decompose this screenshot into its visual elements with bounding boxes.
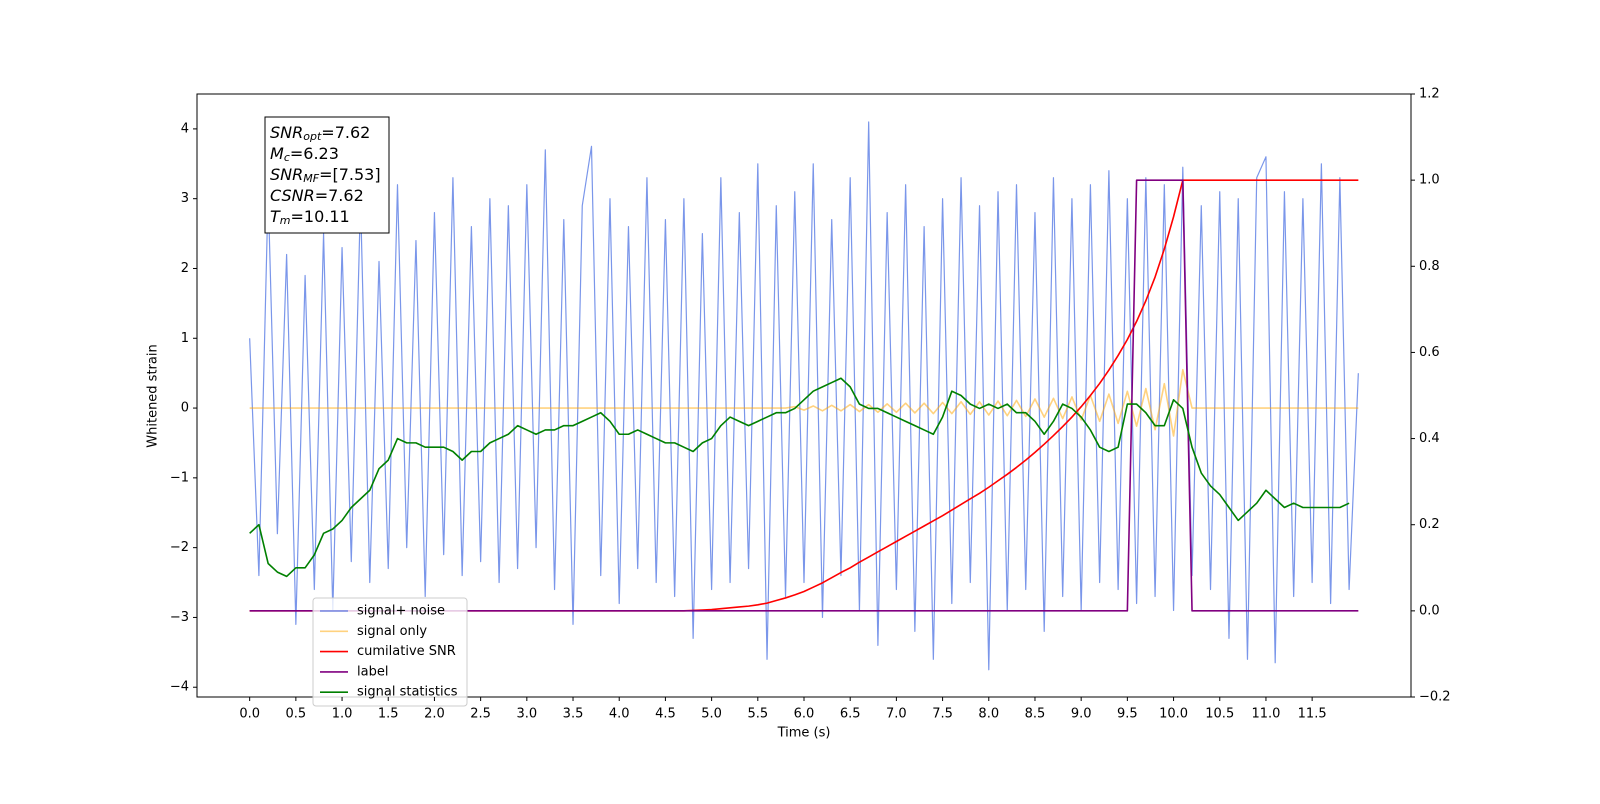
series-line bbox=[249, 377, 1350, 578]
y-tick-label: 2 bbox=[181, 261, 189, 276]
x-tick-label: 1.0 bbox=[332, 707, 353, 722]
annotation-subscript: MF bbox=[303, 172, 319, 185]
y2-tick-label: 0.6 bbox=[1419, 345, 1440, 360]
x-tick-label: 5.0 bbox=[701, 707, 722, 722]
legend-label: label bbox=[357, 664, 388, 679]
x-tick-label: 11.5 bbox=[1298, 707, 1327, 722]
y-tick-label: −4 bbox=[170, 680, 189, 695]
x-tick-label: 9.0 bbox=[1071, 707, 1092, 722]
y2-tick-label: 1.2 bbox=[1419, 87, 1440, 102]
annotation-subscript: c bbox=[284, 151, 290, 164]
series-line bbox=[249, 368, 1359, 437]
y-tick-label: −2 bbox=[170, 540, 189, 555]
annotation-value: =6.23 bbox=[290, 144, 339, 163]
annotation-value: =[7.53] bbox=[319, 165, 381, 184]
annotation-frame bbox=[264, 116, 390, 234]
y2-tick-label: 0.4 bbox=[1419, 431, 1440, 446]
y-tick-label: 4 bbox=[181, 121, 189, 136]
y2-tick-label: 0.0 bbox=[1419, 603, 1440, 618]
x-tick-label: 2.5 bbox=[470, 707, 491, 722]
legend-label: cumilative SNR bbox=[357, 644, 456, 659]
x-tick-label: 3.5 bbox=[563, 707, 584, 722]
annotation-line: Mc=6.23 bbox=[270, 144, 339, 165]
annotation-symbol: T bbox=[270, 207, 281, 226]
annotation-line: CSNR=7.62 bbox=[270, 186, 364, 205]
annotation-subscript: m bbox=[280, 214, 291, 227]
annotation-subscript: opt bbox=[303, 130, 322, 143]
x-tick-label: 0.5 bbox=[286, 707, 307, 722]
y2-tick-label: 0.2 bbox=[1419, 517, 1440, 532]
x-tick-label: 7.5 bbox=[932, 707, 953, 722]
series-line bbox=[249, 121, 1359, 671]
x-tick-label: 3.0 bbox=[516, 707, 537, 722]
x-tick-label: 2.0 bbox=[424, 707, 445, 722]
annotation-symbol: CSNR bbox=[270, 186, 315, 205]
x-tick-label: 0.0 bbox=[239, 707, 260, 722]
legend-label: signal only bbox=[357, 624, 427, 639]
x-tick-label: 8.0 bbox=[978, 707, 999, 722]
x-tick-label: 4.0 bbox=[609, 707, 630, 722]
x-tick-label: 6.0 bbox=[794, 707, 815, 722]
y2-tick-label: 1.0 bbox=[1419, 173, 1440, 188]
annotation-line: SNRopt=7.62 bbox=[270, 123, 370, 144]
annotation-symbol: SNR bbox=[270, 165, 303, 184]
annotation-line: SNRMF=[7.53] bbox=[270, 165, 381, 186]
x-tick-label: 11.0 bbox=[1251, 707, 1280, 722]
annotation-symbol: SNR bbox=[270, 123, 303, 142]
annotation-value: =7.62 bbox=[321, 123, 370, 142]
x-tick-label: 4.5 bbox=[655, 707, 676, 722]
y-tick-label: −3 bbox=[170, 610, 189, 625]
legend-label: signal+ noise bbox=[357, 604, 445, 619]
y2-tick-label: −0.2 bbox=[1419, 690, 1451, 705]
annotation-symbol: M bbox=[270, 144, 284, 163]
annotation-value: =7.62 bbox=[315, 186, 364, 205]
x-tick-label: 6.5 bbox=[840, 707, 861, 722]
y-tick-label: 0 bbox=[181, 401, 189, 416]
legend: signal+ noise signal only cumilative SNR la… bbox=[312, 597, 468, 707]
annotation-value: =10.11 bbox=[291, 207, 350, 226]
y-axis-label: Whitened strain bbox=[146, 344, 161, 447]
y-tick-label: 1 bbox=[181, 331, 189, 346]
x-tick-label: 5.5 bbox=[747, 707, 768, 722]
x-tick-label: 8.5 bbox=[1025, 707, 1046, 722]
legend-frame bbox=[312, 597, 468, 707]
x-tick-label: 10.0 bbox=[1159, 707, 1188, 722]
x-axis-label: Time (s) bbox=[777, 726, 831, 741]
y-tick-label: 3 bbox=[181, 191, 189, 206]
legend-label: signal statistics bbox=[357, 685, 458, 700]
x-tick-label: 10.5 bbox=[1205, 707, 1234, 722]
x-tick-label: 7.0 bbox=[886, 707, 907, 722]
x-tick-label: 1.5 bbox=[378, 707, 399, 722]
annotation-line: Tm=10.11 bbox=[270, 207, 350, 228]
y-tick-label: −1 bbox=[170, 470, 189, 485]
annotation-box: SNRopt=7.62Mc=6.23SNRMF=[7.53]CSNR=7.62T… bbox=[264, 116, 390, 234]
y2-tick-label: 0.8 bbox=[1419, 259, 1440, 274]
x-tick-label: 9.5 bbox=[1117, 707, 1138, 722]
